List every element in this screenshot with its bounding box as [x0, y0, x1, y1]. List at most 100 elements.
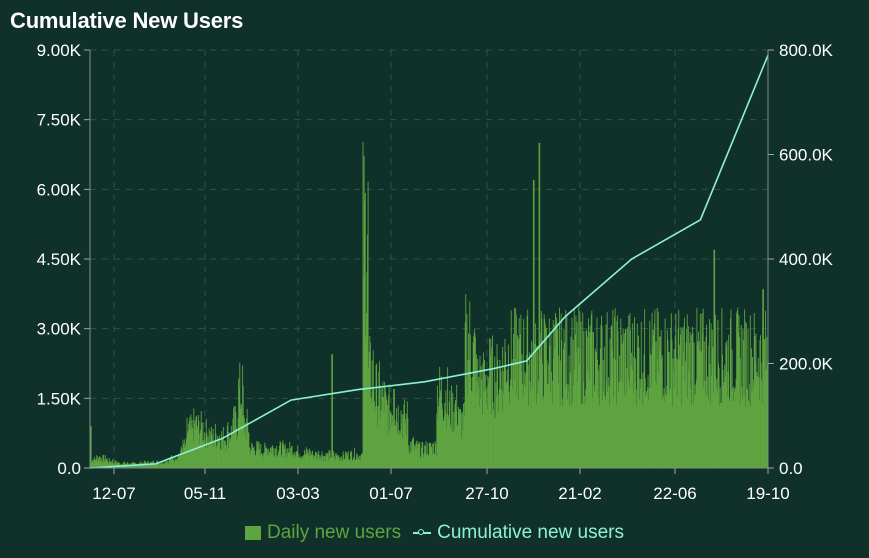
daily-bar — [243, 418, 245, 468]
daily-bar — [495, 382, 497, 468]
daily-bar — [490, 339, 492, 468]
daily-bar — [661, 355, 663, 468]
daily-bar — [574, 334, 576, 468]
daily-bar — [96, 456, 98, 468]
daily-bar — [674, 387, 676, 468]
daily-bar — [749, 384, 751, 468]
daily-bar — [111, 462, 112, 468]
daily-bar — [185, 447, 187, 468]
daily-bar — [115, 460, 117, 468]
daily-bar — [206, 432, 208, 468]
daily-bar — [168, 458, 170, 468]
daily-bar — [569, 405, 571, 468]
daily-bar — [591, 310, 593, 468]
daily-bar — [401, 422, 403, 468]
daily-bar — [587, 371, 589, 468]
daily-bar — [492, 335, 493, 468]
daily-bar — [507, 380, 509, 468]
daily-bar — [253, 446, 255, 468]
daily-bar — [546, 360, 548, 468]
daily-bar — [351, 460, 353, 468]
daily-bar — [509, 385, 511, 468]
daily-bar — [506, 369, 508, 468]
daily-bar — [727, 395, 729, 468]
daily-bar — [507, 344, 509, 468]
daily-bar — [178, 455, 180, 468]
legend-item-daily[interactable]: Daily new users — [244, 522, 401, 544]
y-left-tick-label: 0.0 — [57, 459, 81, 478]
daily-bar — [200, 411, 202, 468]
daily-bar — [327, 453, 329, 468]
daily-bar — [414, 446, 416, 468]
daily-bar — [662, 395, 664, 468]
daily-bar — [519, 338, 521, 468]
daily-bar — [610, 325, 612, 468]
daily-bar — [634, 382, 636, 468]
daily-bar — [618, 392, 619, 468]
daily-bar — [578, 307, 580, 468]
daily-bar — [368, 368, 370, 468]
daily-bar — [282, 440, 284, 468]
daily-bar — [666, 386, 668, 468]
daily-bar — [673, 369, 675, 468]
daily-bar — [392, 415, 393, 468]
daily-bar — [168, 463, 170, 468]
daily-bar — [707, 376, 709, 468]
daily-bar — [335, 453, 337, 468]
daily-bar — [740, 324, 742, 468]
legend-item-cumulative[interactable]: Cumulative new users — [413, 522, 624, 544]
daily-bar — [398, 435, 400, 468]
daily-bar — [284, 449, 286, 468]
daily-bar — [514, 358, 516, 468]
daily-bar — [444, 402, 446, 468]
daily-bar — [486, 409, 488, 468]
daily-bar — [508, 392, 510, 468]
daily-bar — [581, 403, 583, 468]
daily-bar — [659, 350, 661, 468]
daily-bar — [367, 234, 369, 468]
daily-bar — [326, 456, 328, 468]
daily-bar — [274, 448, 276, 468]
daily-bar — [391, 426, 393, 468]
daily-bar — [239, 362, 241, 468]
daily-bar — [335, 459, 337, 468]
daily-bar — [547, 384, 549, 468]
daily-bar — [279, 441, 281, 468]
daily-bar — [618, 382, 620, 468]
daily-bar — [464, 322, 466, 468]
chart-plot: 0.0 1.50K 3.00K 4.50K 6.00K 7.50K 9.00K 0.0 200… — [37, 41, 834, 503]
daily-bar — [652, 347, 654, 468]
daily-bar — [619, 355, 621, 468]
daily-bar — [179, 456, 181, 468]
daily-bar — [640, 388, 642, 468]
daily-bar — [480, 366, 482, 468]
daily-bar — [231, 434, 233, 468]
daily-bar — [166, 461, 167, 468]
daily-bar — [256, 444, 258, 468]
daily-bar — [177, 460, 179, 468]
daily-bar — [672, 358, 674, 468]
daily-bar — [498, 388, 500, 468]
daily-bar — [130, 465, 132, 468]
daily-bar — [112, 463, 114, 468]
daily-bar — [681, 329, 683, 468]
daily-bar — [752, 379, 754, 468]
daily-bar — [741, 387, 743, 468]
daily-bar — [452, 392, 454, 468]
daily-bar — [609, 405, 610, 468]
daily-bar — [210, 443, 212, 468]
daily-bar — [339, 456, 341, 468]
daily-bar — [652, 329, 654, 468]
daily-bar — [526, 355, 527, 468]
daily-bar — [673, 348, 675, 468]
daily-bar — [319, 455, 321, 468]
daily-bar — [729, 318, 731, 468]
daily-bar — [192, 428, 194, 468]
daily-bar — [469, 301, 471, 468]
daily-bar — [218, 435, 220, 468]
daily-bar — [191, 426, 192, 468]
daily-bar — [439, 366, 441, 468]
daily-bar — [189, 416, 191, 468]
daily-bar — [553, 324, 555, 468]
daily-bar — [424, 453, 426, 468]
